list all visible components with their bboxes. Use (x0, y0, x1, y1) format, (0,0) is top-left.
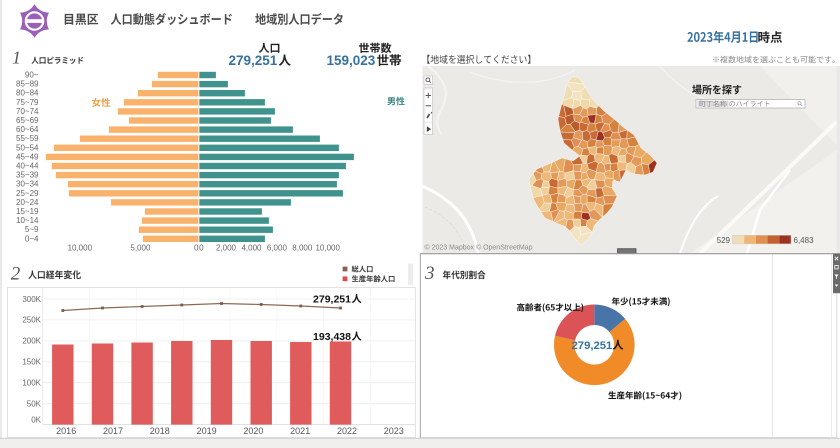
svg-text:20~24: 20~24 (16, 198, 39, 207)
svg-text:159,023: 159,023 (327, 53, 376, 68)
svg-text:90~: 90~ (25, 71, 39, 80)
svg-text:250K: 250K (22, 316, 41, 325)
svg-text:300K: 300K (22, 295, 41, 304)
svg-text:2016: 2016 (56, 426, 76, 436)
svg-text:45~49: 45~49 (16, 152, 39, 161)
svg-text:65~69: 65~69 (16, 116, 39, 125)
svg-text:50~54: 50~54 (16, 143, 39, 152)
svg-text:6,000: 6,000 (267, 244, 288, 253)
svg-text:2: 2 (11, 264, 21, 285)
svg-text:5,000: 5,000 (130, 244, 151, 253)
svg-text:2022: 2022 (337, 426, 357, 436)
svg-text:0: 0 (199, 244, 204, 253)
svg-text:5~9: 5~9 (25, 225, 39, 234)
svg-text:100K: 100K (22, 379, 41, 388)
svg-text:279,251: 279,251 (313, 293, 351, 305)
svg-text:25~29: 25~29 (16, 189, 39, 198)
svg-text:2023: 2023 (384, 426, 404, 436)
svg-text:55~59: 55~59 (16, 134, 39, 143)
svg-text:75~79: 75~79 (16, 98, 39, 107)
svg-text:8,000: 8,000 (292, 244, 313, 253)
svg-text:15~19: 15~19 (16, 207, 39, 216)
svg-text:2021: 2021 (290, 426, 310, 436)
svg-text:50K: 50K (27, 400, 42, 409)
svg-text:2017: 2017 (103, 426, 123, 436)
svg-text:150K: 150K (22, 358, 41, 367)
svg-text:279,251: 279,251 (572, 340, 613, 352)
svg-text:2019: 2019 (197, 426, 217, 436)
svg-text:200K: 200K (22, 337, 41, 346)
svg-text:1: 1 (12, 48, 21, 68)
svg-text:40~44: 40~44 (16, 162, 39, 171)
svg-text:60~64: 60~64 (16, 125, 39, 134)
svg-text:3: 3 (424, 263, 435, 284)
svg-text:30~34: 30~34 (16, 180, 39, 189)
svg-text:2020: 2020 (243, 426, 263, 436)
svg-text:0~4: 0~4 (25, 234, 39, 243)
svg-text:2018: 2018 (150, 426, 170, 436)
svg-text:© 2023 Mapbox © OpenStreetMap: © 2023 Mapbox © OpenStreetMap (425, 243, 533, 251)
svg-text:10,000: 10,000 (315, 244, 340, 253)
svg-text:35~39: 35~39 (16, 171, 39, 180)
svg-text:10,000: 10,000 (68, 244, 93, 253)
svg-text:10~14: 10~14 (16, 216, 39, 225)
svg-text:70~74: 70~74 (16, 107, 39, 116)
svg-text:279,251: 279,251 (229, 53, 278, 68)
svg-text:4,000: 4,000 (241, 244, 262, 253)
svg-text:0: 0 (194, 244, 199, 253)
svg-text:6,483: 6,483 (794, 236, 815, 245)
svg-text:85~89: 85~89 (16, 80, 39, 89)
svg-text:529: 529 (717, 236, 731, 245)
svg-text:2,000: 2,000 (216, 244, 237, 253)
svg-text:193,438: 193,438 (313, 331, 351, 343)
svg-text:0K: 0K (31, 416, 41, 425)
svg-text:80~84: 80~84 (16, 89, 39, 98)
